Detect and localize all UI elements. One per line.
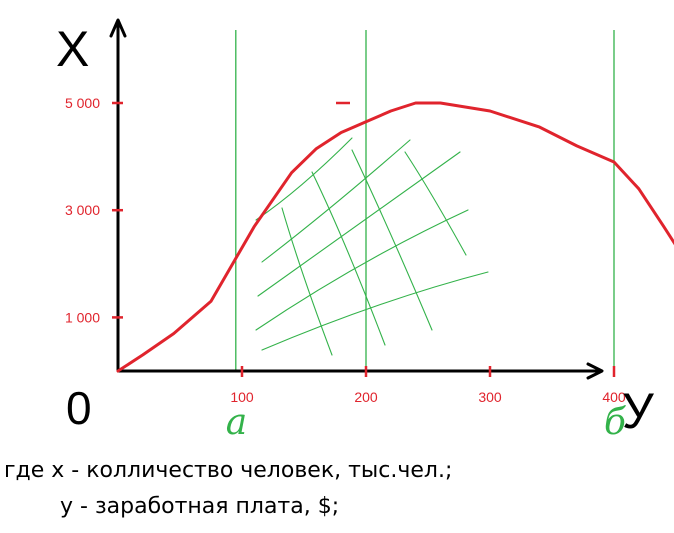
axes: [109, 18, 604, 380]
y-ticks: 1 000 3 000 5 000: [65, 95, 123, 325]
hatch-stroke: [261, 139, 411, 263]
y-axis-letter: X: [56, 21, 89, 77]
hatch-shading: [255, 137, 489, 356]
x-tick-label: 300: [478, 389, 502, 405]
caption-x-definition: где х - колличество человек, тыс.чел.;: [4, 458, 453, 483]
y-tick-label: 1 000: [65, 309, 100, 325]
hatch-stroke: [257, 151, 461, 297]
origin-label: 0: [66, 382, 92, 434]
caption-y-definition: у - заработная плата, $;: [60, 494, 340, 519]
x-tick-label: 400: [602, 389, 626, 405]
x-axis-arrow-icon: [586, 362, 604, 380]
y-tick-label: 5 000: [65, 95, 100, 111]
hatch-stroke: [255, 137, 353, 221]
hatch-stroke: [311, 171, 386, 346]
x-tick-label: 200: [354, 389, 378, 405]
hatch-stroke: [261, 271, 489, 351]
x-tick-label: 100: [230, 389, 254, 405]
hatch-stroke: [281, 207, 333, 356]
data-curve: [116, 101, 674, 373]
guide-lines: [235, 30, 615, 371]
hatch-stroke: [255, 209, 469, 331]
guide-line-label-1: a: [226, 402, 247, 443]
y-axis-arrow-icon: [109, 18, 127, 38]
x-axis-letter: У: [622, 383, 654, 439]
y-tick-label: 3 000: [65, 202, 100, 218]
hatch-stroke: [404, 151, 467, 256]
guide-line-label-3: б: [604, 402, 627, 443]
hatch-stroke: [351, 149, 433, 331]
